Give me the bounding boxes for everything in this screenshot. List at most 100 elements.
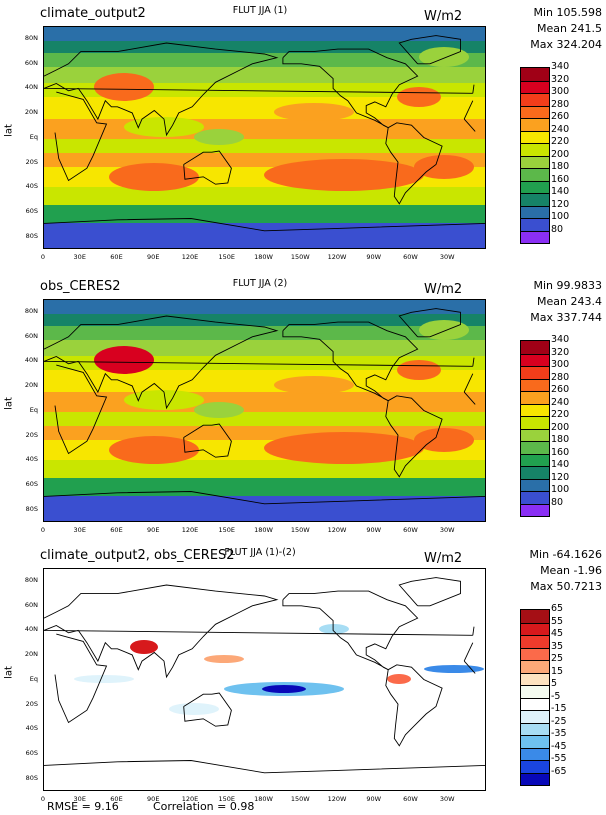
colorbar-label: -15 (551, 703, 567, 714)
lat-tick-label: 40S (25, 182, 38, 191)
colorbar-swatch (521, 118, 549, 131)
stats-box: Min -64.1626 Mean -1.96 Max 50.7213 (490, 547, 602, 595)
colorbar-swatch (521, 68, 549, 81)
colorbar-swatch (521, 685, 549, 698)
colorbar-label: 25 (551, 653, 564, 664)
colorbar-swatch (521, 416, 549, 429)
lon-tick-label: 0 (40, 795, 46, 803)
colorbar-swatch (521, 466, 549, 479)
lat-tick-label: 40N (24, 356, 38, 365)
units-label: W/m2 (424, 551, 463, 566)
lon-tick-label: 120E (181, 795, 199, 803)
lat-tick-label: Eq (29, 405, 38, 414)
stat-max: Max 324.204 (530, 38, 602, 51)
colorbar-label: 220 (551, 409, 570, 420)
colorbar-label: 260 (551, 384, 570, 395)
lat-tick-label: 20N (24, 381, 38, 390)
colorbar-swatch (521, 105, 549, 118)
colorbar-label: 120 (551, 198, 570, 210)
colorbar-swatch (521, 772, 549, 785)
lon-tick-label: 90W (366, 253, 382, 261)
stat-max: Max 50.7213 (530, 580, 602, 593)
colorbar-swatch (521, 635, 549, 648)
colorbar-label: 35 (551, 640, 564, 652)
colorbar-swatch (521, 610, 549, 623)
map-field (44, 27, 485, 248)
lon-tick-label: 0 (40, 253, 46, 261)
colorbar-swatch (521, 760, 549, 773)
colorbar-swatch (521, 378, 549, 391)
colorbar-label: 180 (551, 434, 570, 445)
colorbar-labels: 65 55 45 35 25 15 5 -5 -15 -25 -35 -45 -55 -65 (551, 603, 567, 778)
colorbar-label: 160 (551, 446, 570, 458)
lat-tick-label: 80N (24, 307, 38, 315)
colorbar-label: 80 (551, 496, 564, 508)
correlation-label: Correlation = 0.98 (153, 800, 255, 813)
lon-tick-label: 150W (290, 526, 310, 534)
colorbar-swatch (521, 130, 549, 143)
colorbar-label: -65 (551, 765, 567, 777)
colorbar-label: 80 (551, 223, 564, 235)
map-panel: climate_output2, obs_CERES2 FLUT JJA (1)-… (0, 545, 606, 815)
colorbar-swatch (521, 747, 549, 760)
colorbar-label: 260 (551, 111, 570, 122)
lon-tick-label: 150E (218, 526, 235, 534)
map-field (44, 569, 485, 790)
colorbar-label: 100 (551, 211, 570, 222)
colorbar-swatch (521, 710, 549, 723)
colorbar-swatch (521, 205, 549, 218)
colorbar-swatch (521, 93, 549, 106)
stat-min: Min -64.1626 (529, 548, 602, 561)
lat-tick-label: 40S (25, 724, 38, 733)
colorbar-label: 15 (551, 665, 564, 677)
lat-tick-label: 60S (25, 748, 38, 757)
lat-tick-label: 20N (24, 108, 38, 117)
colorbar-label: 200 (551, 148, 570, 160)
map-plot-area (43, 26, 486, 249)
lon-tick-label: 30W (439, 253, 455, 261)
stats-box: Min 99.9833 Mean 243.4 Max 337.744 (490, 278, 602, 326)
colorbar-label: 320 (551, 73, 570, 85)
colorbar-label: 340 (551, 61, 570, 72)
colorbar-swatch (521, 441, 549, 454)
map-plot-area (43, 568, 486, 791)
colorbar-swatch (521, 660, 549, 673)
colorbar-swatch (521, 366, 549, 379)
lon-tick-label: 30E (73, 526, 86, 534)
colorbar-label: 280 (551, 371, 570, 383)
colorbar-swatch (521, 80, 549, 93)
colorbar-swatch (521, 453, 549, 466)
colorbar-label: 340 (551, 334, 570, 345)
rmse-label: RMSE = 9.16 (47, 800, 119, 813)
lon-tick-label: 30E (73, 795, 86, 803)
lat-axis-label: lat (3, 666, 15, 679)
colorbar-swatch (521, 180, 549, 193)
lon-tick-label: 90E (147, 526, 160, 534)
lon-tick-label: 180W (254, 253, 273, 261)
lon-tick-label: 90E (147, 253, 160, 261)
colorbar-swatch (521, 391, 549, 404)
colorbar-swatch (521, 622, 549, 635)
lon-tick-label: 60W (403, 795, 418, 803)
panel-title: climate_output2 (40, 6, 146, 21)
colorbar-label: 55 (551, 615, 564, 627)
colorbar-label: 300 (551, 86, 570, 97)
lat-tick-label: 80N (24, 576, 38, 584)
stat-max: Max 337.744 (530, 311, 602, 324)
stat-mean: Mean 241.5 (537, 22, 602, 35)
panel-subtitle: FLUT JJA (1) (232, 5, 288, 16)
lon-tick-label: 90W (366, 795, 382, 803)
lon-tick-label: 30W (439, 526, 455, 534)
colorbar-swatch (521, 478, 549, 491)
lon-tick-label: 120E (181, 526, 199, 534)
colorbar-label: 45 (551, 628, 564, 639)
colorbar (520, 340, 550, 517)
colorbar-label: 140 (551, 459, 570, 470)
lat-tick-label: 60N (24, 331, 38, 340)
colorbar-swatch (521, 697, 549, 710)
colorbar-label: -45 (551, 740, 567, 752)
colorbar-swatch (521, 735, 549, 748)
colorbar-swatch (521, 647, 549, 660)
map-panel: obs_CERES2 FLUT JJA (2) W/m2 Min 99.9833 Mea… (0, 276, 606, 546)
lat-tick-label: 80S (25, 504, 38, 513)
